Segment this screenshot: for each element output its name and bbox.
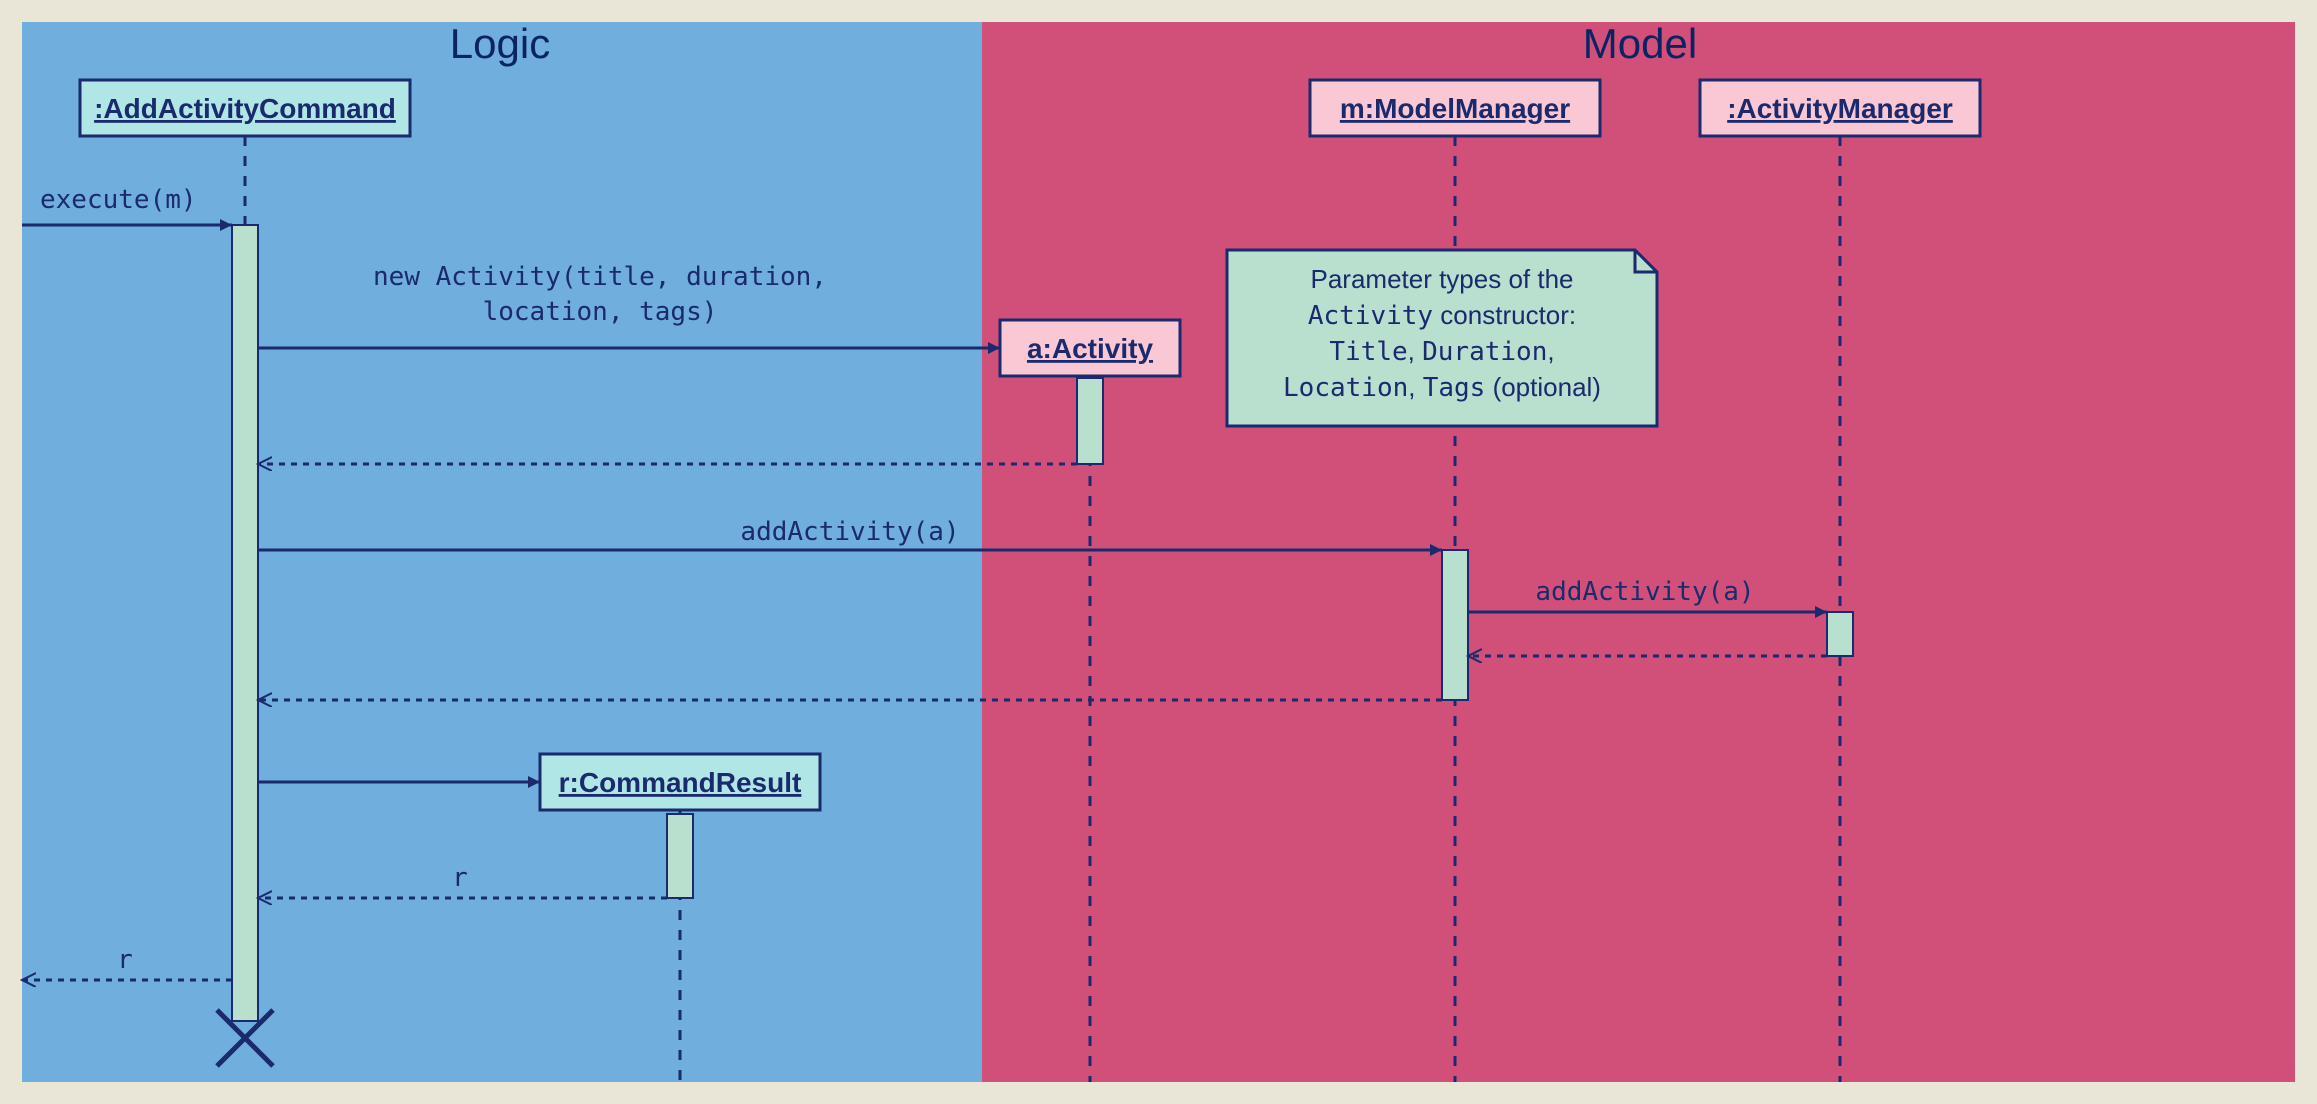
activation-mmodelmanager bbox=[1442, 550, 1468, 700]
svg-text:Activity constructor:: Activity constructor: bbox=[1308, 300, 1576, 331]
note-line2b: constructor: bbox=[1433, 300, 1576, 330]
box-mmodelmanager-label: m:ModelManager bbox=[1340, 93, 1570, 124]
note-line4: Location bbox=[1283, 373, 1408, 403]
note-line4b: , bbox=[1408, 372, 1422, 402]
sequence-diagram: Logic Model :AddActivityCommand m:ModelM… bbox=[0, 0, 2317, 1104]
note-line3: Title bbox=[1329, 337, 1407, 367]
activation-rcommandresult bbox=[667, 814, 693, 898]
msg-newactivity-label1: new Activity(title, duration, bbox=[373, 262, 827, 292]
svg-text:Title, Duration,: Title, Duration, bbox=[1329, 336, 1554, 367]
region-model bbox=[982, 22, 2295, 1082]
note-line3d: , bbox=[1547, 336, 1554, 366]
activation-aactivity bbox=[1077, 378, 1103, 464]
note: Parameter types of the Activity construc… bbox=[1227, 250, 1657, 426]
activation-addactivitycommand bbox=[232, 225, 258, 1021]
diagram-svg: Logic Model :AddActivityCommand m:ModelM… bbox=[0, 0, 2317, 1104]
svg-text:Parameter types of the: Parameter types of the bbox=[1310, 264, 1573, 294]
note-line2: Activity bbox=[1308, 301, 1433, 331]
activation-activitymanager bbox=[1827, 612, 1853, 656]
msg-return-final-label: r bbox=[117, 945, 133, 975]
box-activitymanager-label: :ActivityManager bbox=[1727, 93, 1953, 124]
msg-addactivity2-label: addActivity(a) bbox=[1535, 577, 1754, 607]
msg-execute-label: execute(m) bbox=[40, 185, 197, 215]
box-addactivitycommand-label: :AddActivityCommand bbox=[94, 93, 396, 124]
note-line4c: Tags bbox=[1423, 373, 1486, 403]
region-logic bbox=[22, 22, 982, 1082]
note-line3c: Duration bbox=[1422, 337, 1547, 367]
note-line1: Parameter types of the bbox=[1310, 264, 1573, 294]
svg-text:Location, Tags (optional): Location, Tags (optional) bbox=[1283, 372, 1601, 403]
note-line4d: (optional) bbox=[1485, 372, 1601, 402]
box-aactivity-label: a:Activity bbox=[1027, 333, 1153, 364]
box-rcommandresult-label: r:CommandResult bbox=[559, 767, 802, 798]
msg-addactivity1-label: addActivity(a) bbox=[740, 517, 959, 547]
region-model-title: Model bbox=[1583, 20, 1697, 67]
msg-newactivity-label2: location, tags) bbox=[483, 297, 718, 327]
msg-return-r-label: r bbox=[452, 863, 468, 893]
note-line3b: , bbox=[1408, 336, 1422, 366]
region-logic-title: Logic bbox=[450, 20, 550, 67]
